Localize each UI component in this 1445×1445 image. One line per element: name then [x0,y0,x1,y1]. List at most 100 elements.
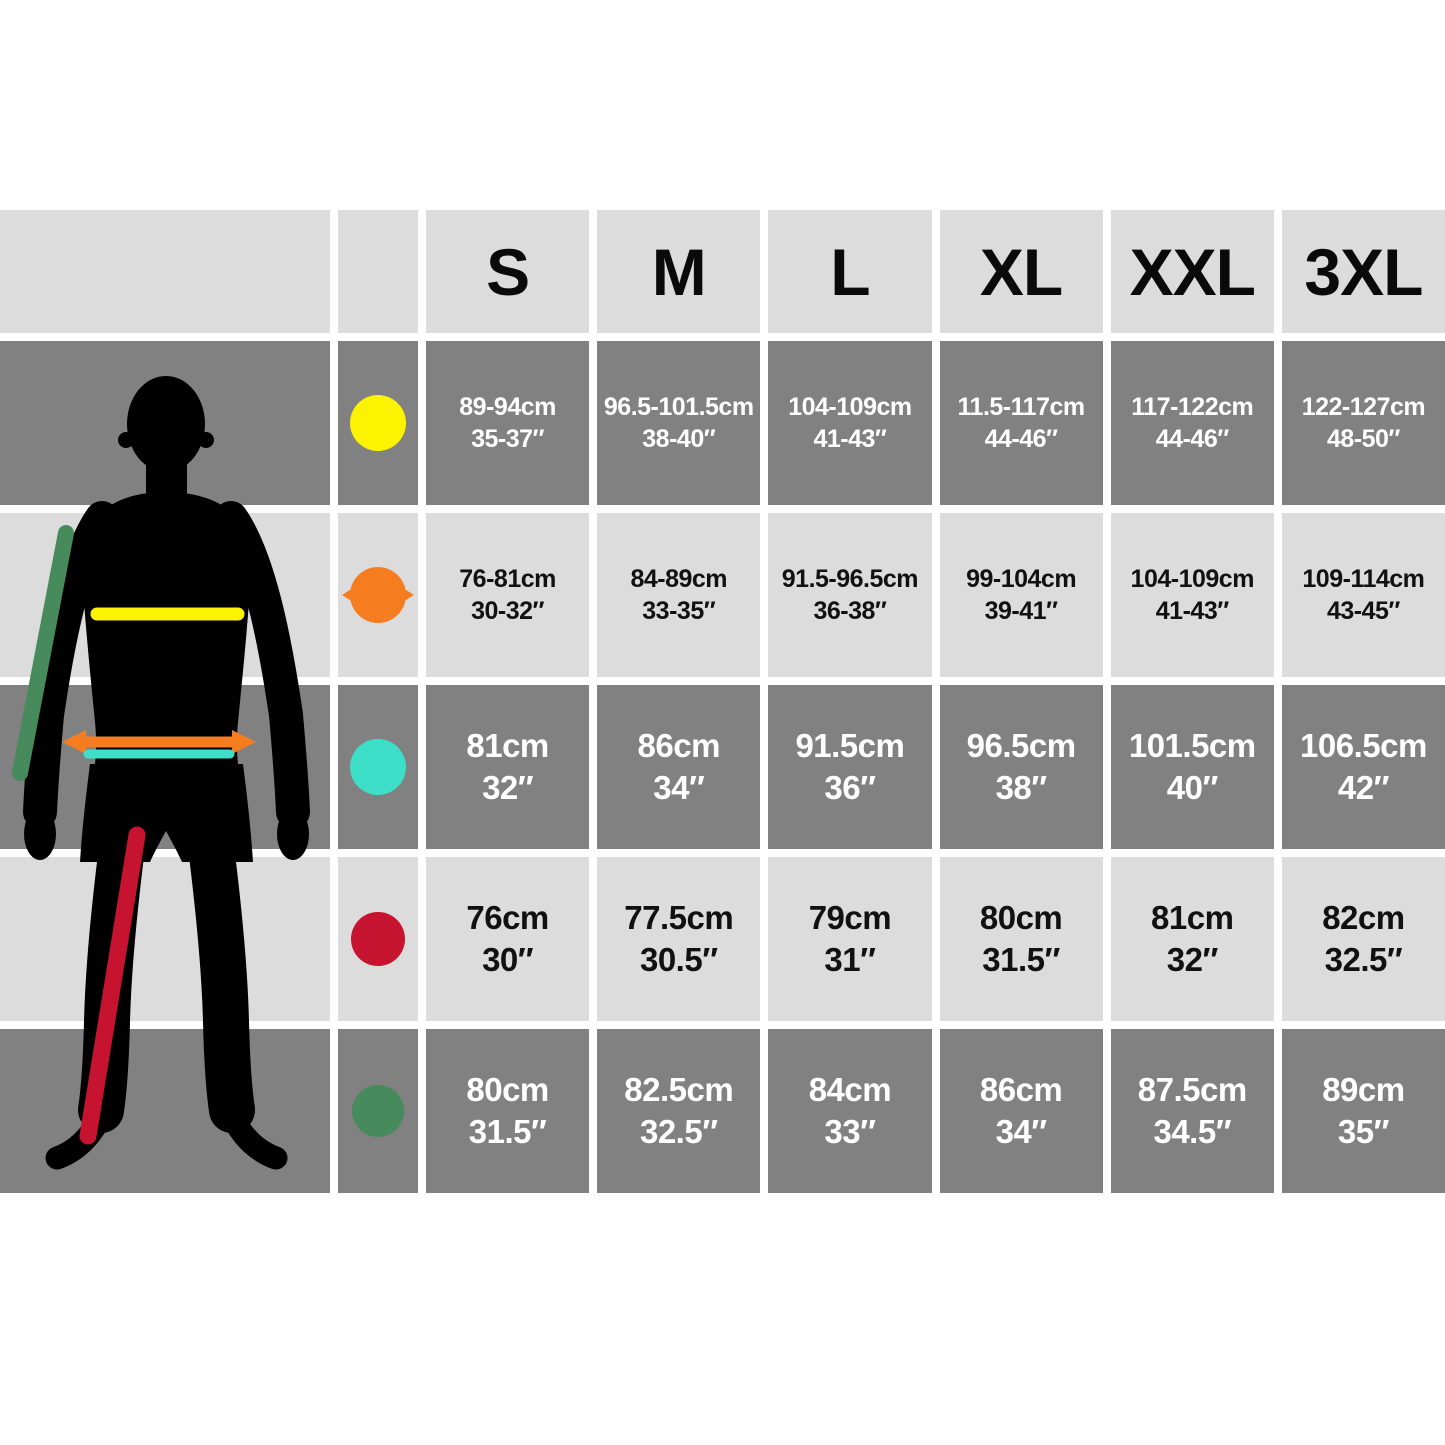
inside-leg-xxl-in: 32″ [1166,941,1219,978]
chest-xl-cell: 11.5-117cm 44-46″ [939,341,1103,505]
silhouette-band-row-1 [0,341,330,505]
chest-l-cm: 104-109cm [788,393,912,421]
waist-s-cm: 76-81cm [459,565,556,593]
chest-xxl-cell: 117-122cm 44-46″ [1110,341,1274,505]
waist-xxl-cm: 104-109cm [1130,565,1255,593]
waist-m-cm: 84-89cm [630,565,728,593]
inside-leg-marker-cell [338,857,418,1021]
column-header-s: S [426,210,590,333]
hip-xxl-cell: 101.5cm 40″ [1110,685,1274,849]
inside-leg-m-cell: 77.5cm 30.5″ [597,857,761,1021]
sleeve-s-cm: 80cm [466,1070,549,1108]
column-header-xxl: XXL [1110,210,1274,333]
hip-xxl-cm: 101.5cm [1128,726,1256,764]
chest-m-cell: 96.5-101.5cm 38-40″ [597,341,761,505]
inside-leg-s-cell: 76cm 30″ [426,857,590,1021]
chest-m-cm: 96.5-101.5cm [603,393,754,421]
hip-m-cm: 86cm [637,726,721,764]
waist-m-in: 33-35″ [642,597,716,625]
sleeve-green-dot-icon [352,1085,404,1137]
hip-s-in: 32″ [482,769,534,806]
hip-3xl-cm: 106.5cm [1300,726,1427,764]
sleeve-xl-cm: 86cm [979,1070,1063,1108]
chest-xl-cm: 11.5-117cm [957,393,1086,421]
waist-orange-width-arrow-icon [342,567,414,623]
hip-xl-cell: 96.5cm 38″ [939,685,1103,849]
inside-leg-3xl-in: 32.5″ [1324,941,1403,978]
column-header-l: L [768,210,932,333]
chest-xxl-in: 44-46″ [1155,425,1229,453]
chest-xl-in: 44-46″ [984,425,1058,453]
silhouette-band-row-5 [0,1029,330,1193]
hip-l-cm: 91.5cm [795,726,905,764]
sleeve-3xl-in: 35″ [1337,1113,1390,1150]
inside-leg-3xl-cm: 82cm [1322,898,1405,936]
sleeve-l-in: 33″ [824,1113,876,1150]
hip-m-in: 34″ [653,769,705,806]
inside-leg-s-in: 30″ [482,941,534,978]
silhouette-band-row-4 [0,857,330,1021]
inside-leg-xl-in: 31.5″ [982,941,1060,978]
waist-m-cell: 84-89cm 33-35″ [597,513,761,677]
waist-s-cell: 76-81cm 30-32″ [426,513,590,677]
inside-leg-l-in: 31″ [824,941,876,978]
chest-3xl-cell: 122-127cm 48-50″ [1281,341,1445,505]
chest-s-cm: 89-94cm [459,393,556,421]
hip-m-cell: 86cm 34″ [597,685,761,849]
sleeve-s-in: 31.5″ [468,1113,547,1150]
inside-leg-xl-cell: 80cm 31.5″ [939,857,1103,1021]
waist-xl-cm: 99-104cm [966,565,1077,593]
sleeve-3xl-cm: 89cm [1322,1070,1405,1108]
sleeve-m-cell: 82.5cm 32.5″ [597,1029,761,1193]
sleeve-m-cm: 82.5cm [624,1070,734,1108]
inside-leg-m-in: 30.5″ [639,941,718,978]
waist-l-in: 36-38″ [813,597,887,625]
inside-leg-l-cm: 79cm [808,898,892,936]
chest-s-cell: 89-94cm 35-37″ [426,341,590,505]
sleeve-xxl-cm: 87.5cm [1137,1070,1247,1108]
inside-leg-l-cell: 79cm 31″ [768,857,932,1021]
chest-m-in: 38-40″ [642,425,716,453]
sleeve-l-cell: 84cm 33″ [768,1029,932,1193]
waist-xl-cell: 99-104cm 39-41″ [939,513,1103,677]
hip-xxl-in: 40″ [1166,769,1219,806]
chest-xxl-cm: 117-122cm [1131,393,1254,421]
silhouette-band-row-3 [0,685,330,849]
sleeve-3xl-cell: 89cm 35″ [1281,1029,1445,1193]
chest-l-cell: 104-109cm 41-43″ [768,341,932,505]
hip-xl-cm: 96.5cm [966,726,1076,764]
chest-marker-cell [338,341,418,505]
waist-3xl-cell: 109-114cm 43-45″ [1281,513,1445,677]
size-table: S M L XL XXL 3XL 89-94cm 35-37″ 96.5-101.… [0,210,1445,1193]
waist-3xl-in: 43-45″ [1326,597,1400,625]
hip-3xl-cell: 106.5cm 42″ [1281,685,1445,849]
hip-marker-cell [338,685,418,849]
waist-3xl-cm: 109-114cm [1302,565,1425,593]
chest-3xl-in: 48-50″ [1326,425,1400,453]
inside-leg-xl-cm: 80cm [979,898,1063,936]
chest-3xl-cm: 122-127cm [1301,393,1426,421]
waist-marker-cell [338,513,418,677]
hip-s-cm: 81cm [466,726,549,764]
sleeve-xxl-cell: 87.5cm 34.5″ [1110,1029,1274,1193]
chest-l-in: 41-43″ [813,425,887,453]
sleeve-xxl-in: 34.5″ [1153,1113,1232,1150]
sleeve-xl-in: 34″ [995,1113,1048,1150]
waist-l-cm: 91.5-96.5cm [781,565,919,593]
hip-l-cell: 91.5cm 36″ [768,685,932,849]
column-header-xl: XL [939,210,1103,333]
sleeve-marker-cell [338,1029,418,1193]
sleeve-l-cm: 84cm [808,1070,892,1108]
inside-leg-xxl-cell: 81cm 32″ [1110,857,1274,1021]
inside-leg-s-cm: 76cm [466,898,549,936]
hip-l-in: 36″ [824,769,876,806]
waist-xxl-in: 41-43″ [1155,597,1229,625]
inside-leg-3xl-cell: 82cm 32.5″ [1281,857,1445,1021]
inside-leg-xxl-cm: 81cm [1151,898,1234,936]
waist-xxl-cell: 104-109cm 41-43″ [1110,513,1274,677]
hip-xl-in: 38″ [995,769,1048,806]
hip-s-cell: 81cm 32″ [426,685,590,849]
chest-s-in: 35-37″ [471,425,545,453]
sleeve-xl-cell: 86cm 34″ [939,1029,1103,1193]
